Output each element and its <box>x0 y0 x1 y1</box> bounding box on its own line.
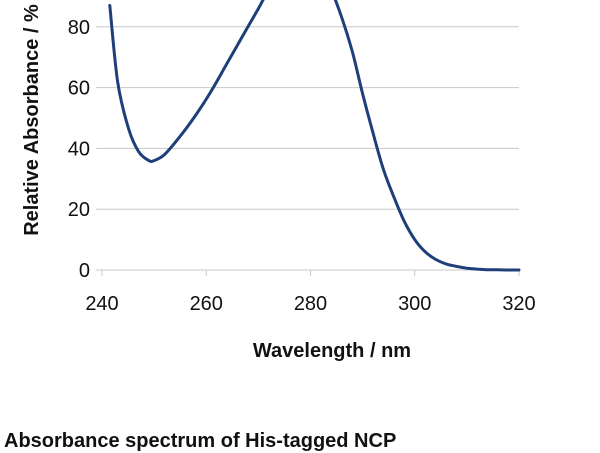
x-tick-label: 280 <box>294 293 327 315</box>
x-tick-label: 260 <box>190 293 223 315</box>
y-tick-label: 0 <box>79 260 90 282</box>
gridlines <box>96 26 520 276</box>
x-axis-title: Wavelength / nm <box>253 340 411 362</box>
x-tick-label: 320 <box>502 293 535 315</box>
x-tick-label: 240 <box>85 293 118 315</box>
y-tick-label: 20 <box>68 199 90 221</box>
y-axis-tick-labels: 0 20 40 60 80 <box>68 17 90 282</box>
figure-caption: Absorbance spectrum of His-tagged NCP <box>4 430 397 452</box>
series-layer <box>108 0 521 272</box>
x-tick-label: 300 <box>398 293 431 315</box>
y-tick-label: 60 <box>68 78 90 100</box>
series-line-0 <box>108 0 521 272</box>
x-axis-tick-labels: 240 260 280 300 320 <box>85 293 535 315</box>
y-tick-label: 80 <box>68 17 90 39</box>
y-tick-label: 40 <box>68 138 90 160</box>
y-axis-title: Relative Absorbance / % <box>21 4 43 236</box>
